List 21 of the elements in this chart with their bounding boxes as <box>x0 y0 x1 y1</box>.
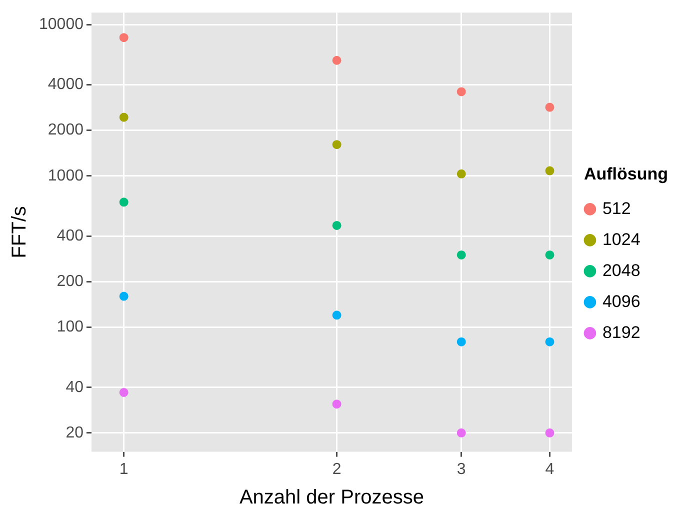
y-tick-label: 2000 <box>48 122 84 139</box>
legend-label: 2048 <box>602 260 640 280</box>
y-tick-label: 100 <box>56 318 84 336</box>
y-tick-label: 10000 <box>38 16 84 33</box>
x-tick-label: 3 <box>456 460 466 478</box>
legend-label: 8192 <box>602 322 640 342</box>
y-tick-label: 4000 <box>48 76 84 94</box>
x-tick-label: 4 <box>545 460 554 478</box>
legend-label: 4096 <box>602 292 640 311</box>
legend-label: 1024 <box>602 230 640 249</box>
y-tick-label: 20 <box>66 424 84 442</box>
x-tick-label: 1 <box>119 460 128 478</box>
y-tick-label: 1000 <box>48 167 84 184</box>
y-tick-label: 40 <box>66 378 84 396</box>
x-tick-label: 2 <box>332 460 342 478</box>
legend-label: 512 <box>602 198 631 218</box>
y-axis-title: FFT/s <box>8 206 31 258</box>
x-axis-title: Anzahl der Prozesse <box>239 486 424 509</box>
legend-title: Auflösung <box>584 164 668 184</box>
y-tick-label: 400 <box>56 227 84 244</box>
y-tick-label: 200 <box>56 273 84 290</box>
